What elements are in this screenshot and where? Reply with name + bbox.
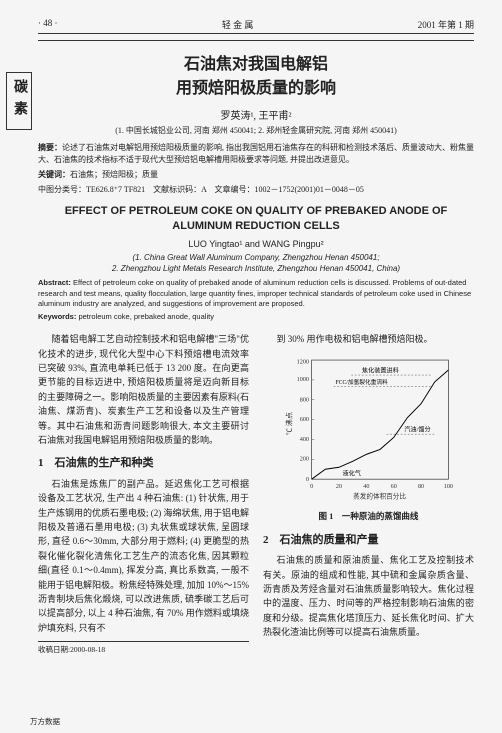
chart-label-bottom: 液化气 bbox=[342, 469, 360, 477]
intro-paragraph: 随着铝电解工艺自动控制技术和铝电解槽"三场"优化技术的进步, 现代化大型中心下料… bbox=[38, 332, 249, 447]
affiliation-english: (1. China Great Wall Aluminum Company, Z… bbox=[38, 252, 474, 274]
footer-note: 万方数据 bbox=[30, 716, 60, 727]
svg-text:80: 80 bbox=[417, 484, 423, 490]
svg-text:1000: 1000 bbox=[296, 377, 308, 383]
chart-label-top2: FCC/加氢裂化重流料 bbox=[335, 377, 388, 385]
svg-text:40: 40 bbox=[363, 484, 369, 490]
keywords-en-text: petroleum coke, prebaked anode, quality bbox=[78, 312, 214, 321]
keywords-english: Keywords: petroleum coke, prebaked anode… bbox=[38, 312, 474, 323]
received-date: 收稿日期:2000-08-18 bbox=[38, 641, 249, 656]
section-1-paragraph: 石油焦是炼焦厂的副产品。延迟焦化工艺可根据设备及工艺状况, 生产出 4 种石油焦… bbox=[38, 477, 249, 635]
abstract-en-text: Effect of petroleum coke on quality of p… bbox=[38, 278, 471, 308]
chart-ylabel: ℃ 沸点 bbox=[284, 412, 293, 435]
affil-en-line2: 2. Zhengzhou Light Metals Research Insti… bbox=[38, 263, 474, 274]
svg-text:400: 400 bbox=[299, 437, 308, 443]
svg-text:0: 0 bbox=[310, 484, 313, 490]
distillation-curve-chart: 0 200 400 600 800 1000 1200 bbox=[279, 353, 459, 503]
svg-text:600: 600 bbox=[299, 416, 308, 422]
right-paragraph-1: 到 30% 用作电极和铝电解槽预焙阳极。 bbox=[263, 332, 474, 346]
keywords-chinese: 关键词：石油焦；预焙阳极；质量 bbox=[38, 169, 474, 181]
abstract-english: Abstract: Effect of petroleum coke on qu… bbox=[38, 278, 474, 310]
section-2-heading: 2 石油焦的质量和产量 bbox=[263, 532, 474, 550]
column-right: 到 30% 用作电极和铝电解槽预焙阳极。 0 200 400 600 800 1… bbox=[263, 332, 474, 656]
title-english: EFFECT OF PETROLEUM COKE ON QUALITY OF P… bbox=[38, 204, 474, 235]
journal-name: 轻 金 属 bbox=[222, 18, 254, 31]
page-number: · 48 · bbox=[38, 18, 58, 31]
svg-text:0: 0 bbox=[305, 476, 308, 482]
affiliation-chinese: (1. 中国长城铝业公司, 河南 郑州 450041; 2. 郑州轻金属研究院,… bbox=[38, 125, 474, 136]
section-tag: 碳素 bbox=[6, 72, 32, 130]
section-1-heading: 1 石油焦的生产和种类 bbox=[38, 455, 249, 473]
issue-info: 2001 年第 1 期 bbox=[418, 18, 474, 31]
abstract-cn-label: 摘要： bbox=[38, 143, 62, 152]
keywords-cn-label: 关键词： bbox=[38, 170, 70, 179]
section-2-paragraph: 石油焦的质量和原油质量、焦化工艺及控制技术有关。原油的组成和性能, 其中硫和金属… bbox=[263, 553, 474, 639]
svg-text:1200: 1200 bbox=[296, 359, 308, 365]
two-column-body: 随着铝电解工艺自动控制技术和铝电解槽"三场"优化技术的进步, 现代化大型中心下料… bbox=[38, 332, 474, 656]
header-rule bbox=[38, 36, 474, 41]
title-chinese: 石油焦对我国电解铝 用预焙阳极质量的影响 bbox=[38, 53, 474, 101]
abstract-en-label: Abstract: bbox=[38, 278, 71, 287]
keywords-en-label: Keywords: bbox=[38, 312, 76, 321]
svg-text:800: 800 bbox=[299, 397, 308, 403]
figure-1-caption: 图 1 一种原油的蒸馏曲线 bbox=[279, 510, 459, 524]
affil-en-line1: (1. China Great Wall Aluminum Company, Z… bbox=[38, 252, 474, 263]
column-left: 随着铝电解工艺自动控制技术和铝电解槽"三场"优化技术的进步, 现代化大型中心下料… bbox=[38, 332, 249, 656]
classification-line: 中图分类号：TE626.8⁺7 TF821 文献标识码：A 文章编号：1002－… bbox=[38, 184, 474, 196]
keywords-cn-text: 石油焦；预焙阳极；质量 bbox=[70, 170, 158, 179]
figure-1: 0 200 400 600 800 1000 1200 bbox=[279, 353, 459, 524]
svg-text:200: 200 bbox=[299, 456, 308, 462]
svg-text:20: 20 bbox=[335, 484, 341, 490]
chart-xlabel: 蒸发的体积百分比 bbox=[353, 491, 406, 500]
abstract-chinese: 摘要：论述了石油焦对电解铝用预焙阳极质量的影响, 指出我国铝用石油焦存在的科研和… bbox=[38, 142, 474, 166]
chart-label-mid: 汽油/馏分 bbox=[404, 425, 430, 433]
svg-text:60: 60 bbox=[390, 484, 396, 490]
page-header: · 48 · 轻 金 属 2001 年第 1 期 bbox=[38, 18, 474, 34]
title-cn-line2: 用预焙阳极质量的影响 bbox=[38, 77, 474, 101]
abstract-cn-text: 论述了石油焦对电解铝用预焙阳极质量的影响, 指出我国铝用石油焦存在的科研和检测技… bbox=[38, 143, 474, 164]
chart-label-top1: 焦化装置进料 bbox=[361, 366, 398, 374]
authors-chinese: 罗英涛¹, 王平甫² bbox=[38, 107, 474, 122]
title-cn-line1: 石油焦对我国电解铝 bbox=[38, 53, 474, 77]
authors-english: LUO Yingtao¹ and WANG Pingpu² bbox=[38, 239, 474, 249]
svg-text:100: 100 bbox=[443, 484, 452, 490]
